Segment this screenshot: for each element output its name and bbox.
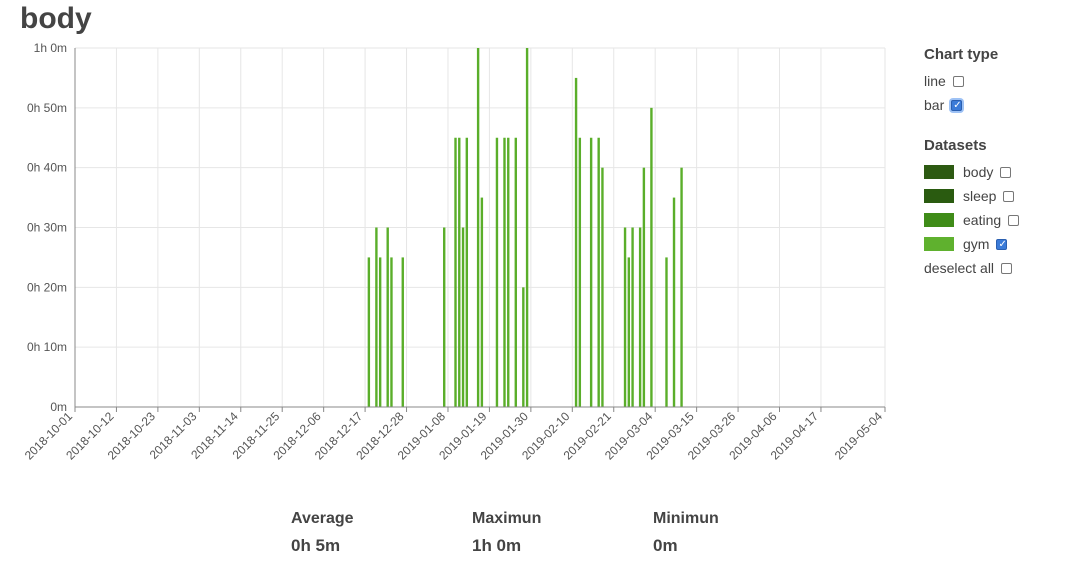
stat-average-label: Average (291, 510, 354, 527)
bar-gym (458, 137, 461, 407)
chart-type-bar-label: bar (924, 97, 945, 113)
bar-gym (443, 227, 446, 407)
bar-gym (390, 257, 393, 407)
bar-gym (386, 227, 389, 407)
stat-minimum-value: 0m (653, 536, 678, 555)
stat-average-value: 0h 5m (291, 536, 341, 555)
chart-axes: 0m 0h 10m 0h 20m 0h 30m 0h 40m 0h 50m 1h 0m 201… (22, 41, 886, 463)
chart-type-heading: Chart type (924, 46, 999, 63)
chart-type-line-label: line (924, 73, 946, 89)
y-tick-label: 0h 40m (27, 161, 67, 175)
chart-type-line-option[interactable]: line (924, 69, 1064, 93)
dataset-gym-checkbox[interactable] (996, 238, 1008, 250)
bar-gym (514, 137, 517, 407)
deselect-all-option[interactable]: deselect all (924, 256, 1064, 280)
bar-gym (665, 257, 668, 407)
dataset-gym-label: gym (963, 236, 990, 252)
stat-maximum-label: Maximun (472, 510, 542, 527)
bar-gym (367, 257, 371, 407)
bar-gym (525, 48, 529, 407)
bar-gym (476, 48, 480, 407)
y-tick-label: 0h 20m (27, 280, 67, 294)
y-tick-label: 1h 0m (34, 41, 67, 55)
dataset-body-label: body (963, 164, 994, 180)
dataset-body-checkbox[interactable] (1000, 166, 1012, 178)
dataset-sleep-label: sleep (963, 188, 997, 204)
page-title: body (20, 2, 92, 35)
y-tick-label: 0h 50m (27, 101, 67, 115)
dataset-sleep-option[interactable]: sleep (924, 184, 1064, 208)
dataset-eating-label: eating (963, 212, 1002, 228)
x-tick-label: 2019-05-04 (832, 409, 886, 463)
dataset-eating-option[interactable]: eating (924, 208, 1064, 232)
stat-minimum-label: Minimun (653, 510, 719, 527)
chart-type-bar-option[interactable]: bar (924, 93, 1064, 117)
dataset-eating-checkbox[interactable] (1008, 214, 1020, 226)
bar-gym (623, 227, 627, 407)
bar-gym (638, 227, 642, 407)
stat-average: Average 0h 5m (291, 510, 354, 556)
bar-gym (631, 227, 634, 407)
bar-chart: 0m 0h 10m 0h 20m 0h 30m 0h 40m 0h 50m 1h 0m 201… (22, 41, 886, 463)
chart-options-panel: Chart type line bar Datasets body sleep … (924, 46, 1064, 280)
chart-grid (74, 47, 886, 408)
dataset-body-option[interactable]: body (924, 160, 1064, 184)
dataset-sleep-swatch (924, 189, 954, 203)
bar-gym (454, 137, 457, 407)
stat-maximum: Maximun 1h 0m (472, 510, 541, 556)
deselect-all-label: deselect all (924, 260, 995, 276)
chart-bars (367, 48, 683, 408)
bar-gym (503, 137, 506, 407)
bar-gym (378, 257, 382, 407)
bar-gym (495, 137, 499, 407)
y-tick-label: 0m (50, 400, 67, 414)
dataset-body-swatch (924, 165, 954, 179)
bar-gym (522, 287, 525, 407)
bar-gym (680, 167, 683, 407)
stat-minimum: Minimun 0m (653, 510, 719, 556)
dataset-gym-swatch (924, 237, 954, 251)
dataset-sleep-checkbox[interactable] (1003, 190, 1015, 202)
bar-gym (642, 167, 646, 407)
bar-gym (627, 257, 631, 407)
datasets-heading: Datasets (924, 137, 987, 154)
bar-gym (601, 167, 604, 407)
bar-gym (578, 137, 582, 407)
bar-gym (461, 227, 465, 407)
bar-gym (480, 197, 484, 407)
bar-gym (375, 227, 378, 407)
bar-gym (401, 257, 404, 407)
deselect-all-checkbox[interactable] (1001, 262, 1013, 274)
bar-gym (597, 137, 600, 407)
chart-type-bar-checkbox[interactable] (951, 99, 963, 111)
dataset-gym-option[interactable]: gym (924, 232, 1064, 256)
bar-gym (507, 137, 510, 407)
dataset-eating-swatch (924, 213, 954, 227)
bar-gym (650, 107, 653, 407)
y-tick-label: 0h 10m (27, 340, 67, 354)
bar-gym (589, 137, 593, 407)
stat-maximum-value: 1h 0m (472, 536, 522, 555)
bar-gym (574, 77, 578, 408)
bar-gym (465, 137, 469, 407)
chart-type-line-checkbox[interactable] (952, 75, 964, 87)
y-tick-label: 0h 30m (27, 221, 67, 235)
bar-gym (672, 197, 676, 407)
